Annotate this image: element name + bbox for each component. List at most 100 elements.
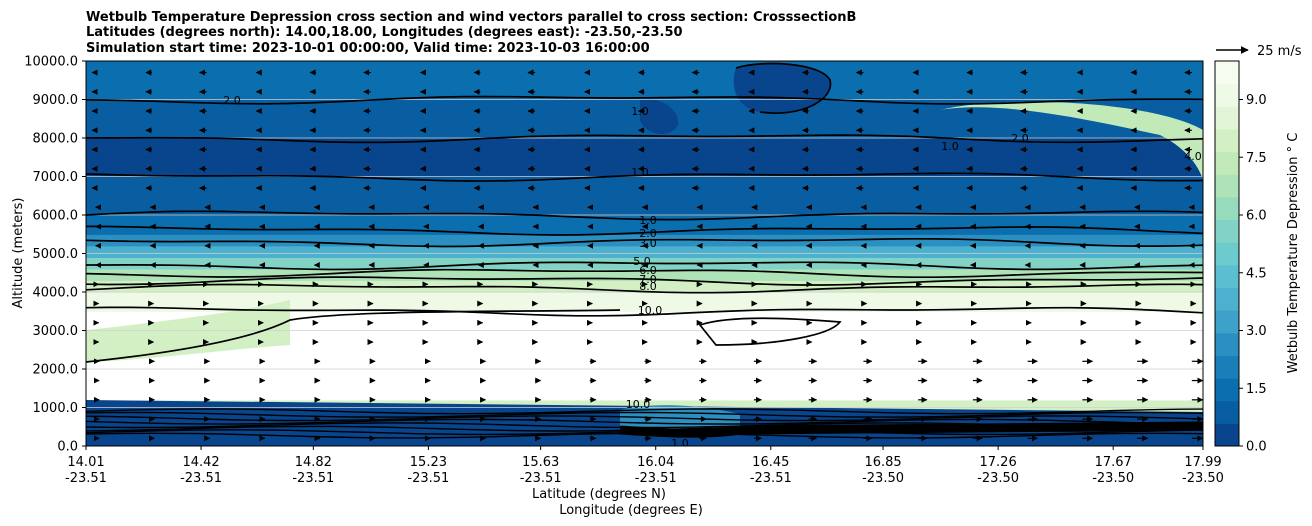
x-tick-label-lat: 16.45 (752, 455, 789, 470)
x-tick-label-lat: 14.42 (182, 455, 219, 470)
wind-legend-label: 25 m/s (1257, 44, 1302, 59)
colorbar-tick-label: 4.5 (1246, 266, 1267, 281)
chart-title-line-3: Simulation start time: 2023-10-01 00:00:… (86, 41, 650, 56)
colorbar-swatch (1215, 128, 1239, 153)
colorbar-label: Wetbulb Temperature Depression ° C (1286, 133, 1301, 374)
colorbar-swatch (1215, 310, 1239, 334)
x-tick-label-lat: 14.01 (67, 455, 104, 470)
contour-label: 1.0 (639, 214, 657, 227)
x-axis-label-longitude: Longitude (degrees E) (559, 503, 703, 518)
contour-line (86, 237, 1203, 248)
colorbar-tick-label: 3.0 (1246, 324, 1267, 339)
x-tick-label-lon: -23.50 (1092, 471, 1134, 486)
surface-contour-line (86, 418, 1203, 425)
wind-vector-layer (91, 69, 1203, 442)
y-tick-label: 2000.0 (33, 363, 79, 378)
dry-patch-upper-mid (640, 99, 679, 135)
fill-band (86, 245, 1203, 258)
y-tick-label: 4000.0 (33, 286, 79, 301)
contour-label: 4.0 (1184, 150, 1202, 163)
colorbar-swatch (1215, 106, 1239, 130)
x-tick-label-lon: -23.51 (635, 471, 677, 486)
x-tick-label-lat: 17.99 (1184, 455, 1221, 470)
contour-label: 5.0 (633, 255, 651, 268)
contour-line (86, 134, 1203, 144)
contour-label: 2.0 (639, 227, 657, 240)
y-tick-label: 10000.0 (24, 55, 78, 70)
surface-contour-line (86, 415, 1203, 422)
contour-line (86, 225, 1203, 236)
colorbar-tick-label: 7.5 (1246, 151, 1267, 166)
x-tick-label-lat: 17.67 (1095, 455, 1132, 470)
contour-layer (86, 62, 1203, 439)
chart-title-line-2: Latitudes (degrees north): 14.00,18.00, … (86, 25, 683, 40)
y-tick-label: 6000.0 (33, 209, 79, 224)
x-tick-label-lon: -23.51 (292, 471, 334, 486)
y-tick-label: 5000.0 (33, 247, 79, 262)
colorbar-swatch (1215, 196, 1239, 221)
surface-contour-line (86, 408, 1203, 415)
chart-title-line-1: Wetbulb Temperature Depression cross sec… (86, 10, 856, 25)
y-tick-label: 0.0 (57, 440, 78, 455)
y-tick-label: 3000.0 (33, 324, 79, 339)
fill-band (86, 157, 1203, 178)
x-tick-label-lat: 15.63 (522, 455, 559, 470)
colorbar-swatch (1215, 423, 1239, 447)
surface-contour-line (86, 411, 1203, 418)
contour-label: 10.0 (638, 304, 663, 317)
colorbar-tick-label: 6.0 (1246, 209, 1267, 224)
fill-band (86, 61, 1203, 101)
contour-label: 2.0 (223, 94, 241, 107)
x-tick-label-lon: -23.51 (407, 471, 449, 486)
fill-band (86, 138, 1203, 158)
contour-line (86, 210, 1203, 221)
colorbar-swatch (1215, 61, 1239, 85)
x-tick-label-lon: -23.51 (750, 471, 792, 486)
contour-label-layer: 1.02.03.05.06.07.08.010.01.01.02.02.01.0… (223, 94, 1202, 450)
contour-label: 6.0 (639, 264, 657, 277)
contour-line (86, 172, 1203, 182)
y-axis: 0.0 1000.0 2000.0 3000.0 4000.0 5000.0 6000.0 7… (24, 55, 86, 455)
contour-closed-mid (698, 317, 842, 346)
contour-label: 1.0 (671, 437, 689, 450)
x-tick-label-lon: -23.50 (862, 471, 904, 486)
colorbar-swatch (1215, 151, 1239, 175)
moist-patch-left (86, 300, 290, 362)
contour-line (86, 268, 1203, 279)
x-tick-label-lon: -23.51 (65, 471, 107, 486)
colorbar-swatch (1215, 287, 1239, 311)
x-axis-label-latitude: Latitude (degrees N) (532, 487, 666, 502)
y-tick-label: 9000.0 (33, 93, 79, 108)
colorbar-swatch (1215, 242, 1239, 266)
contour-dense-surface (619, 421, 1203, 438)
colorbar-tick-label: 1.5 (1246, 382, 1267, 397)
contour-line (86, 306, 1203, 317)
contour-label: 1.0 (631, 166, 649, 179)
colorbar-swatch (1215, 83, 1239, 107)
colorbar-swatch (1215, 400, 1239, 424)
contour-ten (86, 309, 621, 363)
x-tick-label-lat: 16.85 (864, 455, 901, 470)
colorbar-swatch (1215, 355, 1239, 379)
x-tick-label-lon: -23.50 (977, 471, 1019, 486)
contour-label: 7.0 (639, 273, 657, 286)
colorbar: 0.0 1.5 3.0 4.5 6.0 7.5 9.0 (1214, 60, 1267, 455)
contour-label: 1.0 (941, 140, 959, 153)
fill-band (86, 176, 1203, 197)
dry-patch-upper-right (733, 63, 831, 114)
colorbar-tick-label: 0.0 (1246, 440, 1267, 455)
contour-label: 10.0 (626, 398, 651, 411)
x-tick-label-lon: -23.51 (520, 471, 562, 486)
y-tick-label: 1000.0 (33, 401, 79, 416)
x-tick-label-lat: 15.23 (410, 455, 447, 470)
contour-closed-upper (735, 62, 832, 114)
colorbar-swatch (1215, 332, 1239, 356)
fill-band (86, 349, 1203, 370)
contour-label: 2.0 (1011, 132, 1029, 145)
contour-label: 8.0 (639, 280, 657, 293)
colorbar-frame (1214, 60, 1240, 447)
contour-line (86, 276, 1203, 286)
colorbar-swatch (1215, 219, 1239, 243)
y-tick-label: 7000.0 (33, 170, 79, 185)
